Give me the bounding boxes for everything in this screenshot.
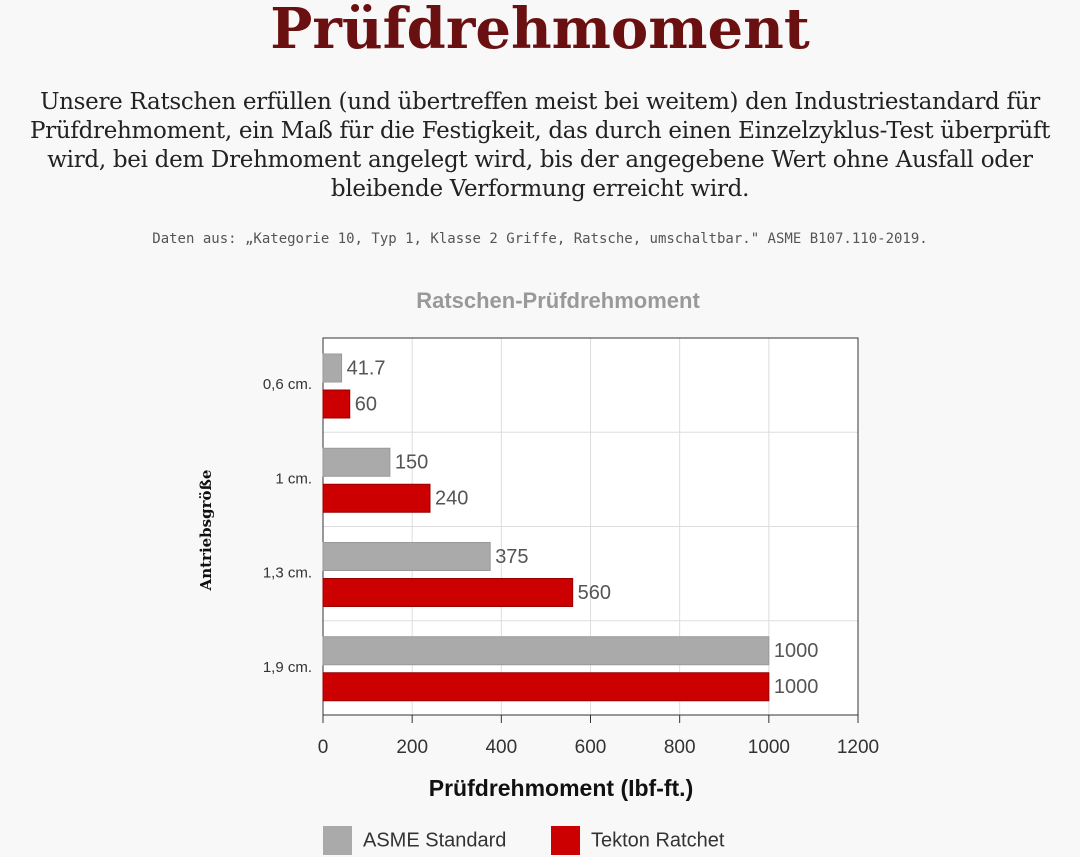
x-tick-label: 800 [664, 737, 696, 758]
bar [322, 542, 491, 571]
data-label: 150 [395, 452, 428, 474]
y-tick-label: 1 cm. [275, 470, 312, 487]
y-tick-label: 1,3 cm. [263, 565, 312, 582]
data-label: 560 [578, 582, 611, 604]
bar [322, 389, 351, 419]
data-label: 375 [495, 546, 528, 568]
plot-border [322, 337, 859, 716]
header: Prüfdrehmoment Unsere Ratschen erfüllen … [0, 0, 1080, 204]
bar [322, 483, 431, 513]
data-label: 1000 [774, 640, 819, 662]
x-tick-label: 1000 [748, 737, 790, 758]
bar [322, 353, 343, 383]
chart-title: Ratschen-Prüfdrehmoment [416, 288, 700, 313]
y-tick-label: 0,6 cm. [263, 376, 312, 393]
y-axis-label: Antriebsgröße [197, 470, 215, 592]
legend-label: ASME Standard [363, 829, 506, 851]
data-label: 41.7 [347, 357, 386, 379]
x-tick-label: 200 [396, 737, 428, 758]
heading: Prüfdrehmoment [270, 0, 810, 62]
bar [322, 578, 574, 607]
x-tick-label: 600 [575, 737, 607, 758]
y-tick-label: 1,9 cm. [263, 659, 312, 676]
x-axis-label: Prüfdrehmoment (Ibf-ft.) [429, 775, 693, 801]
bar [322, 636, 770, 666]
data-label: 60 [355, 393, 377, 415]
legend-swatch [323, 826, 352, 855]
x-tick-label: 400 [485, 737, 517, 758]
source-note: Daten aus: „Kategorie 10, Typ 1, Klasse … [152, 231, 928, 247]
data-label: 1000 [774, 676, 819, 698]
data-label: 240 [435, 488, 468, 510]
x-tick-label: 0 [318, 737, 329, 758]
bar [322, 447, 391, 477]
legend-label: Tekton Ratchet [591, 829, 725, 851]
intro-text: Unsere Ratschen erfüllen (und übertreffe… [29, 89, 1051, 202]
legend-swatch [551, 826, 580, 855]
bar [322, 672, 770, 702]
x-tick-label: 1200 [837, 737, 879, 758]
